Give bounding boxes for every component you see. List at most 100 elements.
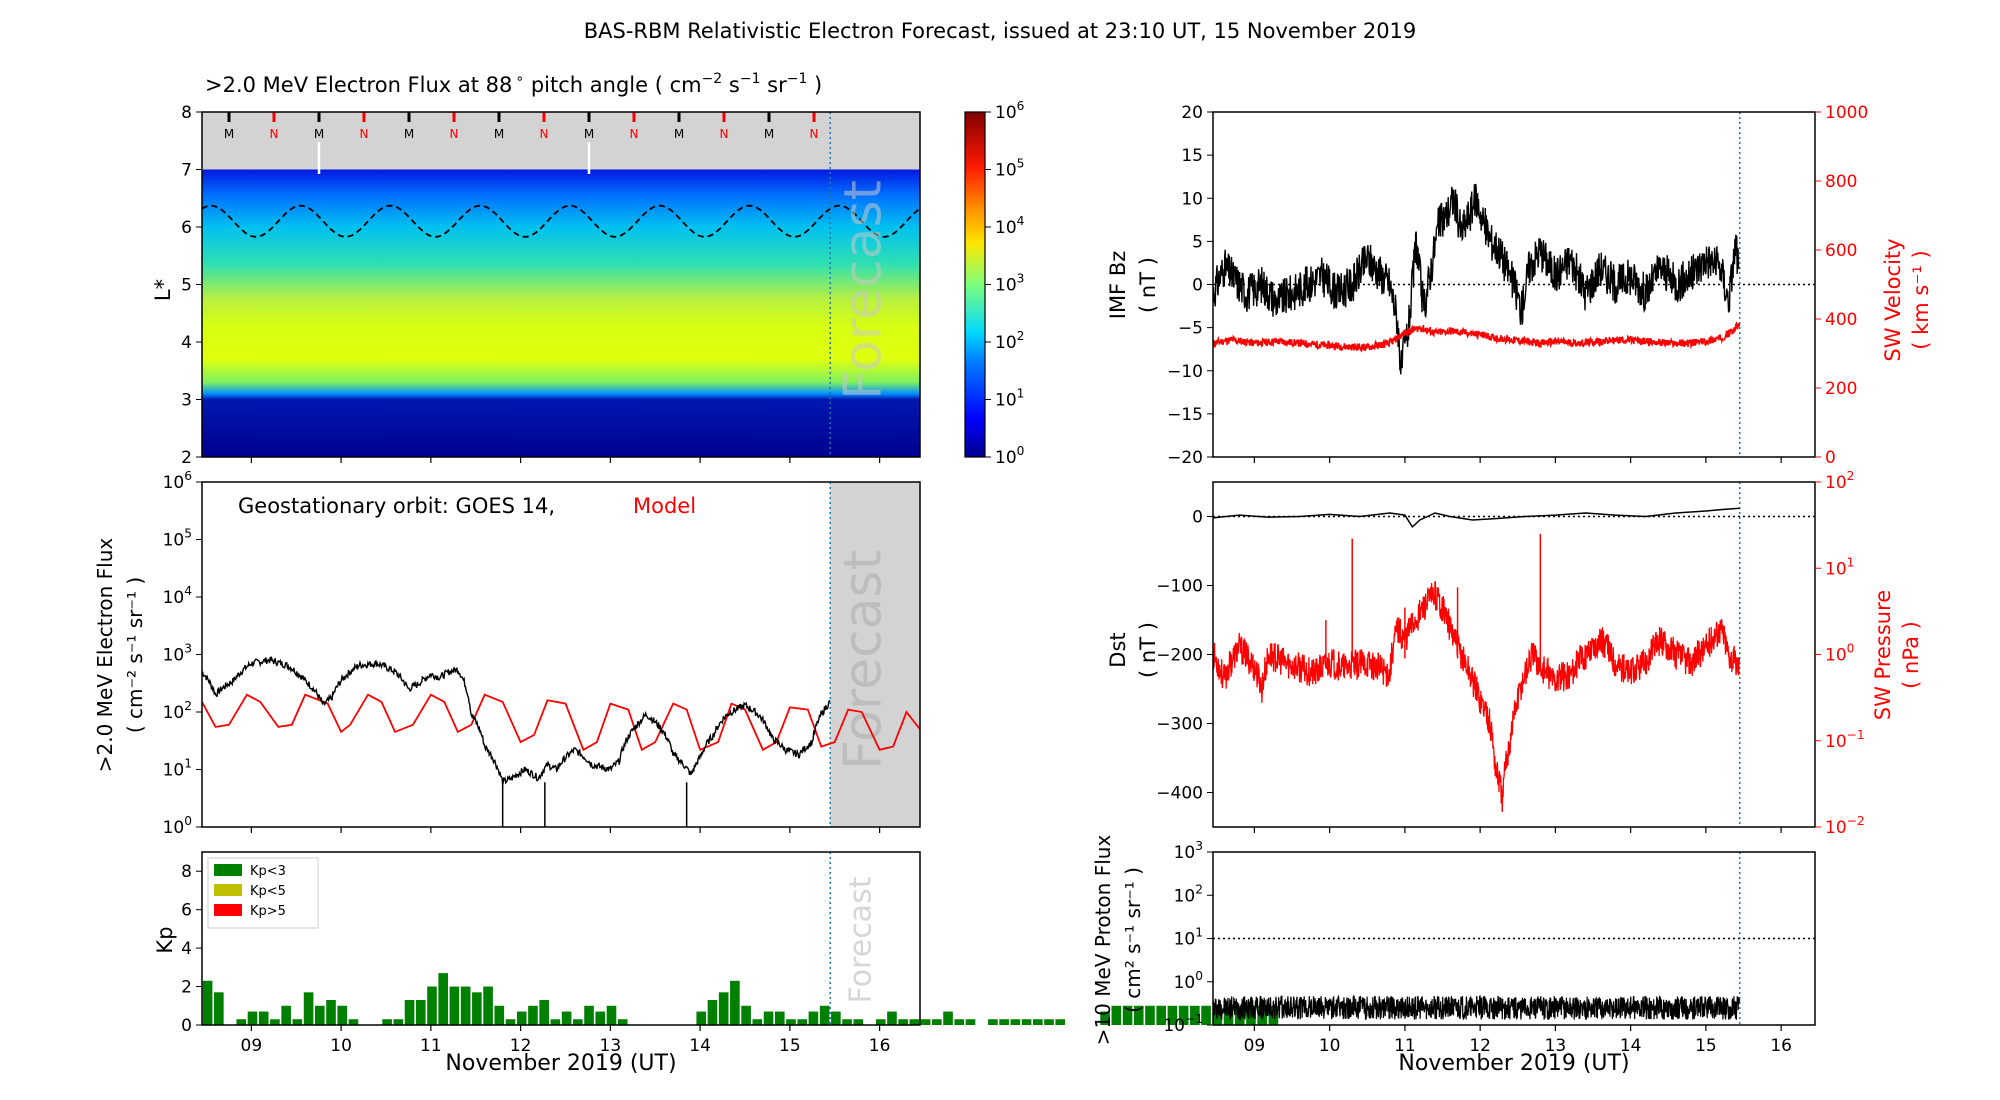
geo-ytick-label: 105 — [163, 527, 192, 551]
kp-bar — [707, 1000, 718, 1025]
kp-bar — [573, 1019, 583, 1025]
dst-line — [1212, 507, 1740, 529]
colorbar-tick-label: 104 — [995, 214, 1025, 238]
kp-bar — [819, 1005, 830, 1025]
kp-bar — [303, 992, 314, 1025]
proton-ytick-label: 103 — [1174, 839, 1203, 863]
kp-bar — [595, 1011, 606, 1025]
kp-bar — [584, 1005, 594, 1025]
kp-frame — [201, 851, 921, 1026]
orbit-marker-label: M — [494, 127, 504, 141]
kp-bar — [505, 1019, 516, 1025]
proton-xtick-label: 15 — [1695, 1036, 1717, 1056]
kp-legend-label: Kp>5 — [250, 904, 286, 919]
kp-forecast-watermark: Forecast — [843, 876, 878, 1003]
kp-bar — [752, 1019, 763, 1025]
kp-bar — [999, 1019, 1009, 1025]
kp-xtick-label: 16 — [869, 1036, 891, 1056]
kp-bar — [1122, 1005, 1133, 1025]
sw-pressure-ytick-label: 10−1 — [1825, 728, 1865, 752]
kp-bar — [797, 1019, 808, 1025]
kp-bar — [1055, 1019, 1066, 1025]
kp-bar — [617, 1019, 628, 1025]
imf-ytick-label: 5 — [1192, 232, 1203, 252]
lstar-title: >2.0 MeV Electron Flux at 88 ∘ pitch angl… — [205, 71, 822, 97]
kp-bar — [438, 973, 449, 1025]
colorbar-tick-label: 105 — [995, 157, 1024, 181]
imf-ytick-label: −10 — [1167, 362, 1203, 382]
kp-bar — [415, 1000, 426, 1025]
sw-pressure-ytick-label: 10−2 — [1825, 814, 1865, 838]
colorbar-tick-label: 100 — [995, 444, 1024, 468]
geo-annotation-model: Model — [633, 494, 696, 518]
kp-ytick-label: 0 — [181, 1016, 192, 1036]
kp-bar — [258, 1011, 269, 1025]
kp-bar — [516, 1011, 527, 1025]
kp-bar — [1167, 1005, 1178, 1025]
kp-bar — [202, 980, 213, 1025]
kp-bar — [965, 1019, 976, 1025]
kp-ylabel: Kp — [153, 926, 177, 953]
proton-ytick-label: 100 — [1174, 969, 1203, 993]
imf-ytick-label: 20 — [1181, 103, 1203, 123]
kp-ytick-label: 8 — [181, 862, 192, 882]
kp-xtick-label: 13 — [600, 1036, 622, 1056]
geo-annotation: Geostationary orbit: GOES 14, — [238, 494, 555, 518]
imf-ytick-label: 10 — [1181, 189, 1203, 209]
kp-bar — [1021, 1019, 1032, 1025]
geo-forecast-shade — [830, 482, 920, 827]
lstar-forecast-watermark: Forecast — [833, 180, 893, 400]
sw-velocity-ylabel: SW Velocity — [1881, 238, 1905, 361]
colorbar-tick-label: 106 — [995, 99, 1025, 123]
sw-velocity-ytick-label: 800 — [1825, 172, 1857, 192]
kp-bar — [236, 1019, 247, 1025]
orbit-marker-label: M — [224, 127, 234, 141]
orbit-marker-label: M — [674, 127, 684, 141]
sw-pressure-ytick-label: 101 — [1825, 555, 1854, 579]
kp-bar — [1178, 1005, 1189, 1025]
kp-bar — [550, 1019, 561, 1025]
kp-bar — [1100, 1011, 1110, 1025]
geo-ytick-label: 103 — [163, 642, 192, 666]
geo-ytick-label: 101 — [163, 757, 192, 781]
kp-bar — [943, 1011, 953, 1025]
imf-ytick-label: −5 — [1178, 319, 1203, 339]
lstar-ytick-label: 7 — [181, 161, 192, 181]
kp-legend-swatch — [214, 884, 242, 896]
sw-velocity-ytick-label: 400 — [1825, 310, 1857, 330]
kp-xtick-label: 11 — [420, 1036, 442, 1056]
kp-bar — [831, 1011, 841, 1025]
colorbar-tick-label: 101 — [995, 387, 1024, 411]
orbit-marker-label: N — [720, 127, 729, 141]
kp-bar — [449, 986, 460, 1025]
proton-ytick-label: 101 — [1174, 926, 1203, 950]
lstar-no-data-band — [202, 112, 920, 170]
kp-bar — [786, 1019, 796, 1025]
kp-bar — [808, 1011, 819, 1025]
proton-xtick-label: 14 — [1620, 1036, 1642, 1056]
kp-bar — [696, 1011, 707, 1025]
lstar-ylabel: L* — [151, 279, 175, 301]
dst-ytick-label: 0 — [1192, 508, 1203, 528]
kp-bar — [1032, 1019, 1043, 1025]
sw-velocity-ytick-label: 1000 — [1825, 103, 1868, 123]
proton-xtick-label: 12 — [1469, 1036, 1491, 1056]
kp-bar — [954, 1019, 965, 1025]
kp-bar — [270, 1019, 280, 1025]
geo-ylabel: >2.0 MeV Electron Flux — [93, 538, 117, 773]
kp-bar — [920, 1019, 931, 1025]
sw-velocity-ylabel-unit: ( km s⁻¹ ) — [1909, 250, 1933, 349]
sw-pressure-line — [1212, 581, 1741, 813]
dst-frame — [1212, 481, 1816, 828]
kp-bar — [528, 1005, 538, 1025]
kp-bar — [382, 1019, 392, 1025]
kp-bar — [898, 1019, 908, 1025]
kp-bar — [875, 1019, 886, 1025]
kp-bar — [393, 1019, 404, 1025]
proton-xtick-label: 11 — [1394, 1036, 1416, 1056]
orbit-marker-label: M — [314, 127, 324, 141]
kp-bar — [326, 1000, 336, 1025]
kp-legend-swatch — [214, 904, 242, 916]
kp-bar — [427, 986, 437, 1025]
geo-forecast-watermark: Forecast — [833, 550, 893, 770]
